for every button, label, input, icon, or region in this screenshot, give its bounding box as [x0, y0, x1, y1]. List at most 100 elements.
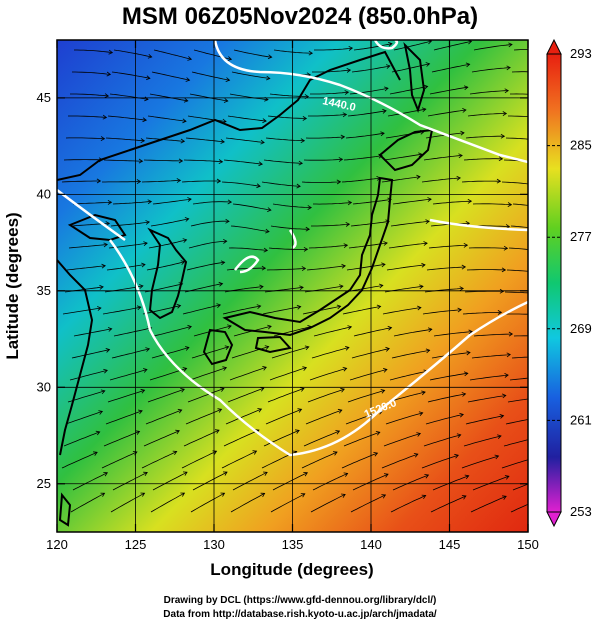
streamline [463, 158, 503, 161]
plot-area: 1440.0 1520.0 [57, 40, 546, 532]
streamline-arrow [421, 262, 426, 268]
streamline [510, 225, 528, 228]
streamline-arrow [299, 285, 304, 291]
colorbar-top-arrow [546, 38, 562, 55]
streamline-arrow [262, 118, 267, 124]
streamline [151, 347, 190, 359]
streamline [152, 471, 188, 491]
streamline [512, 203, 528, 206]
streamline-arrow [539, 161, 543, 165]
streamline-arrow [382, 368, 388, 373]
streamline-arrow [147, 54, 153, 59]
streamline-arrow [541, 139, 545, 143]
streamline [225, 408, 262, 425]
streamline [505, 419, 528, 425]
streamline [392, 474, 429, 491]
colorbar-ticks: 293 285 277 269 261 253 [547, 46, 592, 519]
streamline [461, 455, 499, 469]
streamline [427, 109, 466, 117]
streamline [229, 93, 269, 101]
streamline [388, 242, 428, 249]
streamline [227, 115, 267, 122]
streamline-arrow [421, 107, 427, 113]
streamline [185, 137, 225, 143]
streamline-arrow [216, 303, 222, 308]
streamline [223, 159, 263, 165]
y-tick-label: 40 [37, 186, 51, 201]
coastlines-layer [57, 41, 434, 527]
streamline [226, 267, 266, 271]
streamline [102, 181, 141, 183]
streamline-arrow [182, 367, 188, 372]
streamline [347, 110, 387, 117]
streamline-arrow [542, 496, 546, 500]
streamline [305, 136, 345, 139]
colorbar-tick-label: 285 [570, 138, 592, 153]
streamline-arrow [340, 387, 345, 393]
streamline [63, 431, 100, 447]
streamline-arrow [462, 108, 467, 113]
streamline [313, 326, 352, 337]
streamline [72, 201, 112, 205]
streamline [101, 451, 138, 469]
x-axis-label: Longitude (degrees) [210, 560, 373, 579]
streamline [153, 49, 192, 60]
streamline [265, 137, 305, 142]
streamline [68, 115, 107, 118]
streamline-arrow [217, 408, 223, 413]
streamline-arrow [103, 368, 108, 374]
streamline [389, 86, 428, 95]
streamline-arrow [267, 324, 272, 330]
streamline-arrow [182, 471, 188, 476]
streamline [472, 203, 512, 206]
streamline [261, 181, 301, 187]
streamline [504, 291, 528, 294]
streamline [392, 198, 432, 205]
contour-line-cold-west [57, 189, 126, 242]
y-axis-label: Latitude (degrees) [3, 212, 22, 359]
streamline [190, 220, 230, 227]
streamline-arrow [466, 350, 471, 356]
streamline-arrow [332, 451, 338, 456]
streamline [347, 390, 385, 403]
streamline [183, 159, 223, 163]
streamline-arrow [105, 221, 111, 227]
streamline-arrow [252, 450, 258, 455]
streamline-arrow [348, 46, 354, 51]
streamline-arrow [184, 217, 190, 222]
streamline [503, 439, 528, 447]
streamline-arrow [424, 474, 430, 479]
streamline-arrow [180, 388, 185, 393]
streamline [350, 221, 390, 227]
streamline [469, 90, 509, 95]
x-tick-label: 135 [282, 537, 304, 552]
streamline [510, 93, 528, 95]
streamline [62, 307, 101, 315]
streamline [343, 155, 383, 161]
streamline-arrow [504, 373, 509, 378]
streamline [386, 264, 426, 271]
streamline [221, 181, 261, 187]
streamline [461, 180, 501, 183]
streamline-arrow [296, 183, 301, 189]
streamline [231, 346, 269, 359]
streamline-arrow [187, 56, 193, 61]
streamline [266, 268, 306, 271]
streamline-arrow [183, 97, 189, 103]
streamline-arrow [302, 366, 308, 371]
streamline-arrow [145, 347, 151, 352]
streamline [269, 367, 307, 381]
streamline [191, 71, 230, 81]
streamline [353, 327, 392, 337]
streamline [470, 495, 507, 513]
streamline-arrow [227, 324, 232, 330]
streamline [508, 247, 528, 250]
streamline [188, 240, 227, 249]
streamline-arrow [387, 325, 393, 331]
streamline [305, 409, 342, 425]
streamline [231, 71, 270, 79]
streamline [272, 472, 308, 491]
streamline [181, 450, 217, 469]
streamline-arrow [459, 412, 464, 418]
streamline [191, 346, 229, 359]
